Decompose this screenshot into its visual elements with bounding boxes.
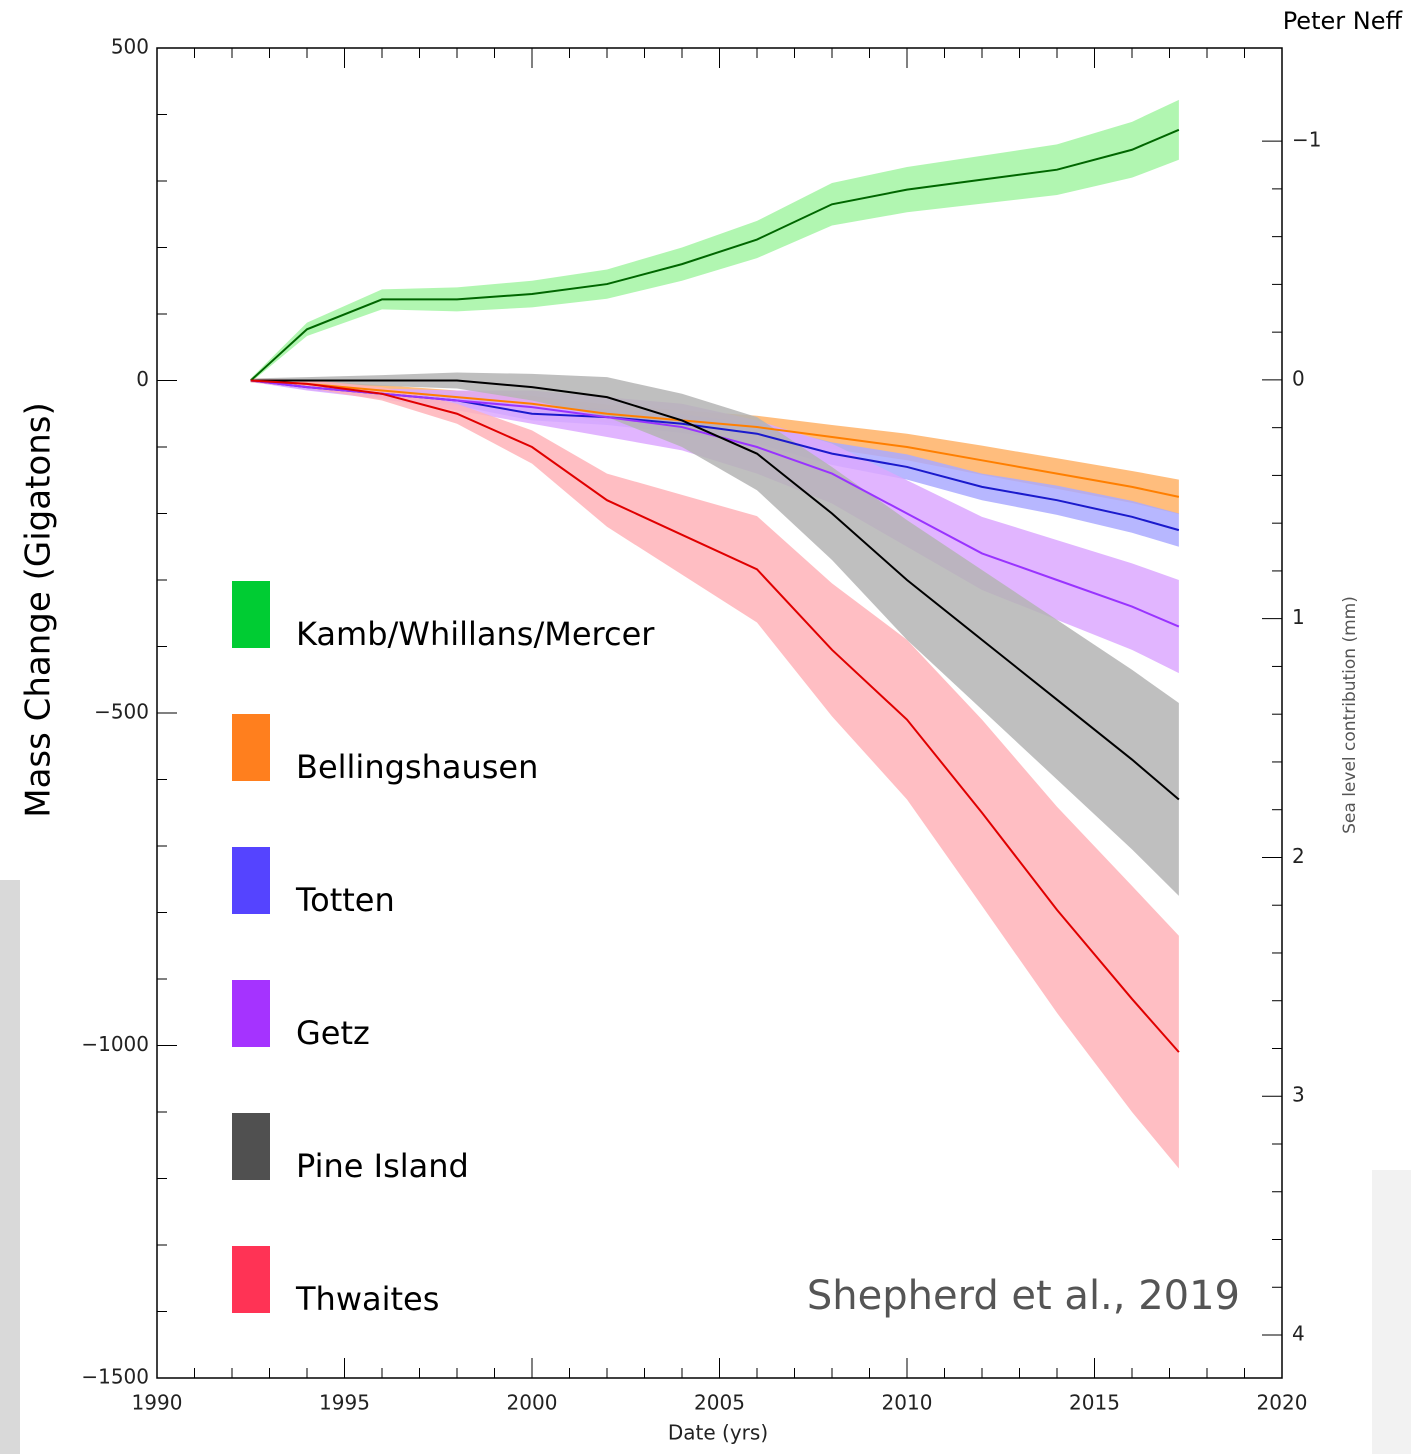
- x-axis-title: Date (yrs): [668, 1421, 768, 1445]
- legend-label: Bellingshausen: [296, 748, 538, 786]
- legend-swatch: [232, 1113, 270, 1180]
- x-tick-label: 2020: [1257, 1391, 1308, 1415]
- x-tick-label: 2000: [507, 1391, 558, 1415]
- legend-swatch: [232, 581, 270, 648]
- x-tick-label: 1995: [319, 1391, 370, 1415]
- legend-swatch: [232, 847, 270, 914]
- y2-tick-label: 0: [1292, 366, 1305, 390]
- y2-tick-label: 3: [1292, 1083, 1305, 1107]
- y-tick-label: 500: [111, 35, 149, 59]
- legend-swatch: [232, 1246, 270, 1313]
- y2-tick-label: −1: [1292, 128, 1321, 152]
- y-tick-label: −500: [94, 700, 149, 724]
- legend-swatch: [232, 980, 270, 1047]
- chart: Peter Neff Shepherd et al., 2019 Date (y…: [0, 0, 1411, 1454]
- legend-label: Pine Island: [296, 1147, 469, 1185]
- error-band: [251, 100, 1179, 383]
- y-axis-title: Mass Change (Gigatons): [19, 402, 59, 818]
- page: Peter Neff Shepherd et al., 2019 Date (y…: [0, 0, 1411, 1454]
- y2-tick-label: 1: [1292, 605, 1305, 629]
- legend-label: Getz: [296, 1014, 370, 1052]
- y-tick-label: 0: [136, 367, 149, 391]
- background-panel: [1372, 1170, 1411, 1454]
- x-tick-label: 2010: [882, 1391, 933, 1415]
- legend-swatch: [232, 714, 270, 781]
- y2-axis-title: Sea level contribution (mm): [1340, 596, 1360, 834]
- y-tick-label: −1500: [81, 1365, 149, 1389]
- y2-tick-label: 4: [1292, 1322, 1305, 1346]
- x-tick-label: 1990: [132, 1391, 183, 1415]
- legend-label: Totten: [295, 881, 395, 919]
- x-tick-label: 2005: [694, 1391, 745, 1415]
- x-tick-label: 2015: [1069, 1391, 1120, 1415]
- background-map: [0, 880, 20, 1454]
- legend-label: Thwaites: [295, 1280, 439, 1318]
- y-tick-label: −1000: [81, 1032, 149, 1056]
- legend-label: Kamb/Whillans/Mercer: [296, 615, 655, 653]
- y2-tick-label: 2: [1292, 844, 1305, 868]
- author: Peter Neff: [1283, 7, 1403, 35]
- source: Shepherd et al., 2019: [807, 1273, 1240, 1319]
